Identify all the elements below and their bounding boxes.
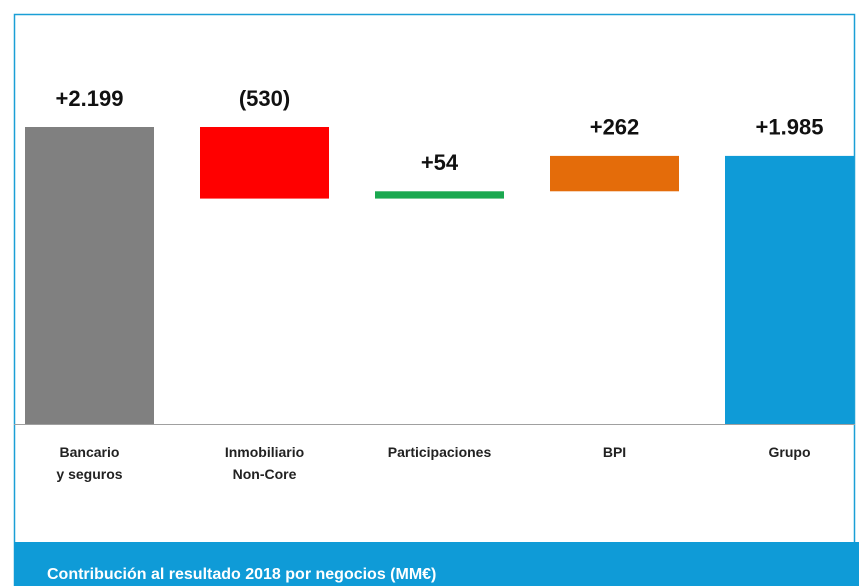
banner <box>14 542 859 586</box>
value-label: +54 <box>421 150 459 175</box>
value-label: +262 <box>590 115 640 140</box>
value-label: (530) <box>239 86 290 111</box>
frame <box>13 13 856 586</box>
category-label: Participaciones <box>387 444 492 460</box>
bar <box>550 155 679 192</box>
category-label: Inmobiliario Non-Core <box>224 444 305 482</box>
bar <box>25 127 154 424</box>
value-label: +2.199 <box>56 86 124 111</box>
chart-title: Contribución al resultado 2018 por negoc… <box>47 566 436 583</box>
category-label: BPI <box>602 444 627 460</box>
bar <box>375 191 504 199</box>
value-label: +1.985 <box>756 115 824 140</box>
bar <box>725 155 854 424</box>
category-label: Grupo <box>768 444 811 460</box>
category-label: Bancario y seguros <box>56 444 123 482</box>
bar <box>200 127 329 199</box>
